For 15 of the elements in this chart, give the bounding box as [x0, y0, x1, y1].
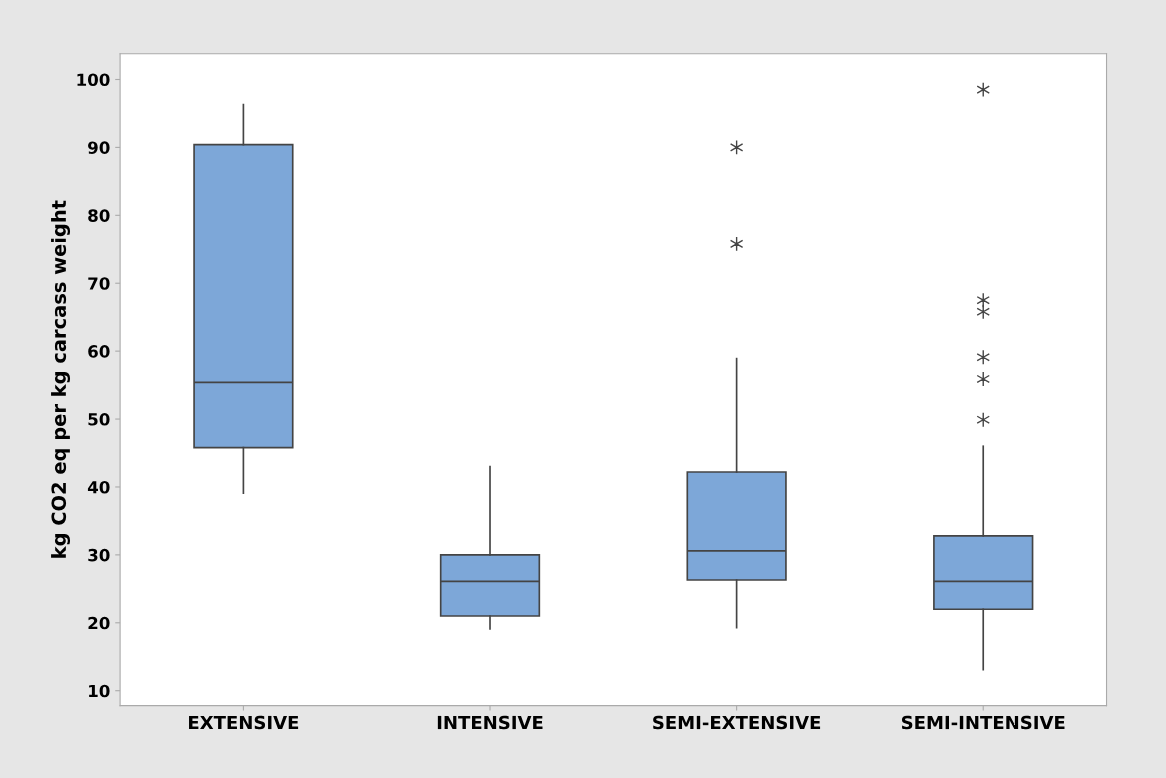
y-axis-title: kg CO2 eq per kg carcass weight: [51, 200, 71, 558]
y-tick-label: 80: [88, 209, 110, 222]
y-tick-label: 20: [88, 616, 110, 630]
y-tick-label: 40: [87, 480, 110, 494]
x-tick-label: SEMI-INTENSIVE: [901, 715, 1065, 730]
y-tick-label: 100: [77, 73, 110, 87]
x-tick-label: SEMI-EXTENSIVE: [653, 715, 821, 730]
x-tick-label: INTENSIVE: [437, 715, 543, 730]
y-tick-label: 10: [89, 684, 110, 698]
y-tick-label: 70: [88, 277, 110, 290]
y-tick-label: 90: [88, 141, 110, 154]
y-tick-label: 30: [88, 548, 110, 562]
y-tick-label: 50: [88, 413, 110, 426]
x-tick-label: EXTENSIVE: [189, 715, 299, 730]
y-tick-label: 60: [88, 345, 110, 358]
